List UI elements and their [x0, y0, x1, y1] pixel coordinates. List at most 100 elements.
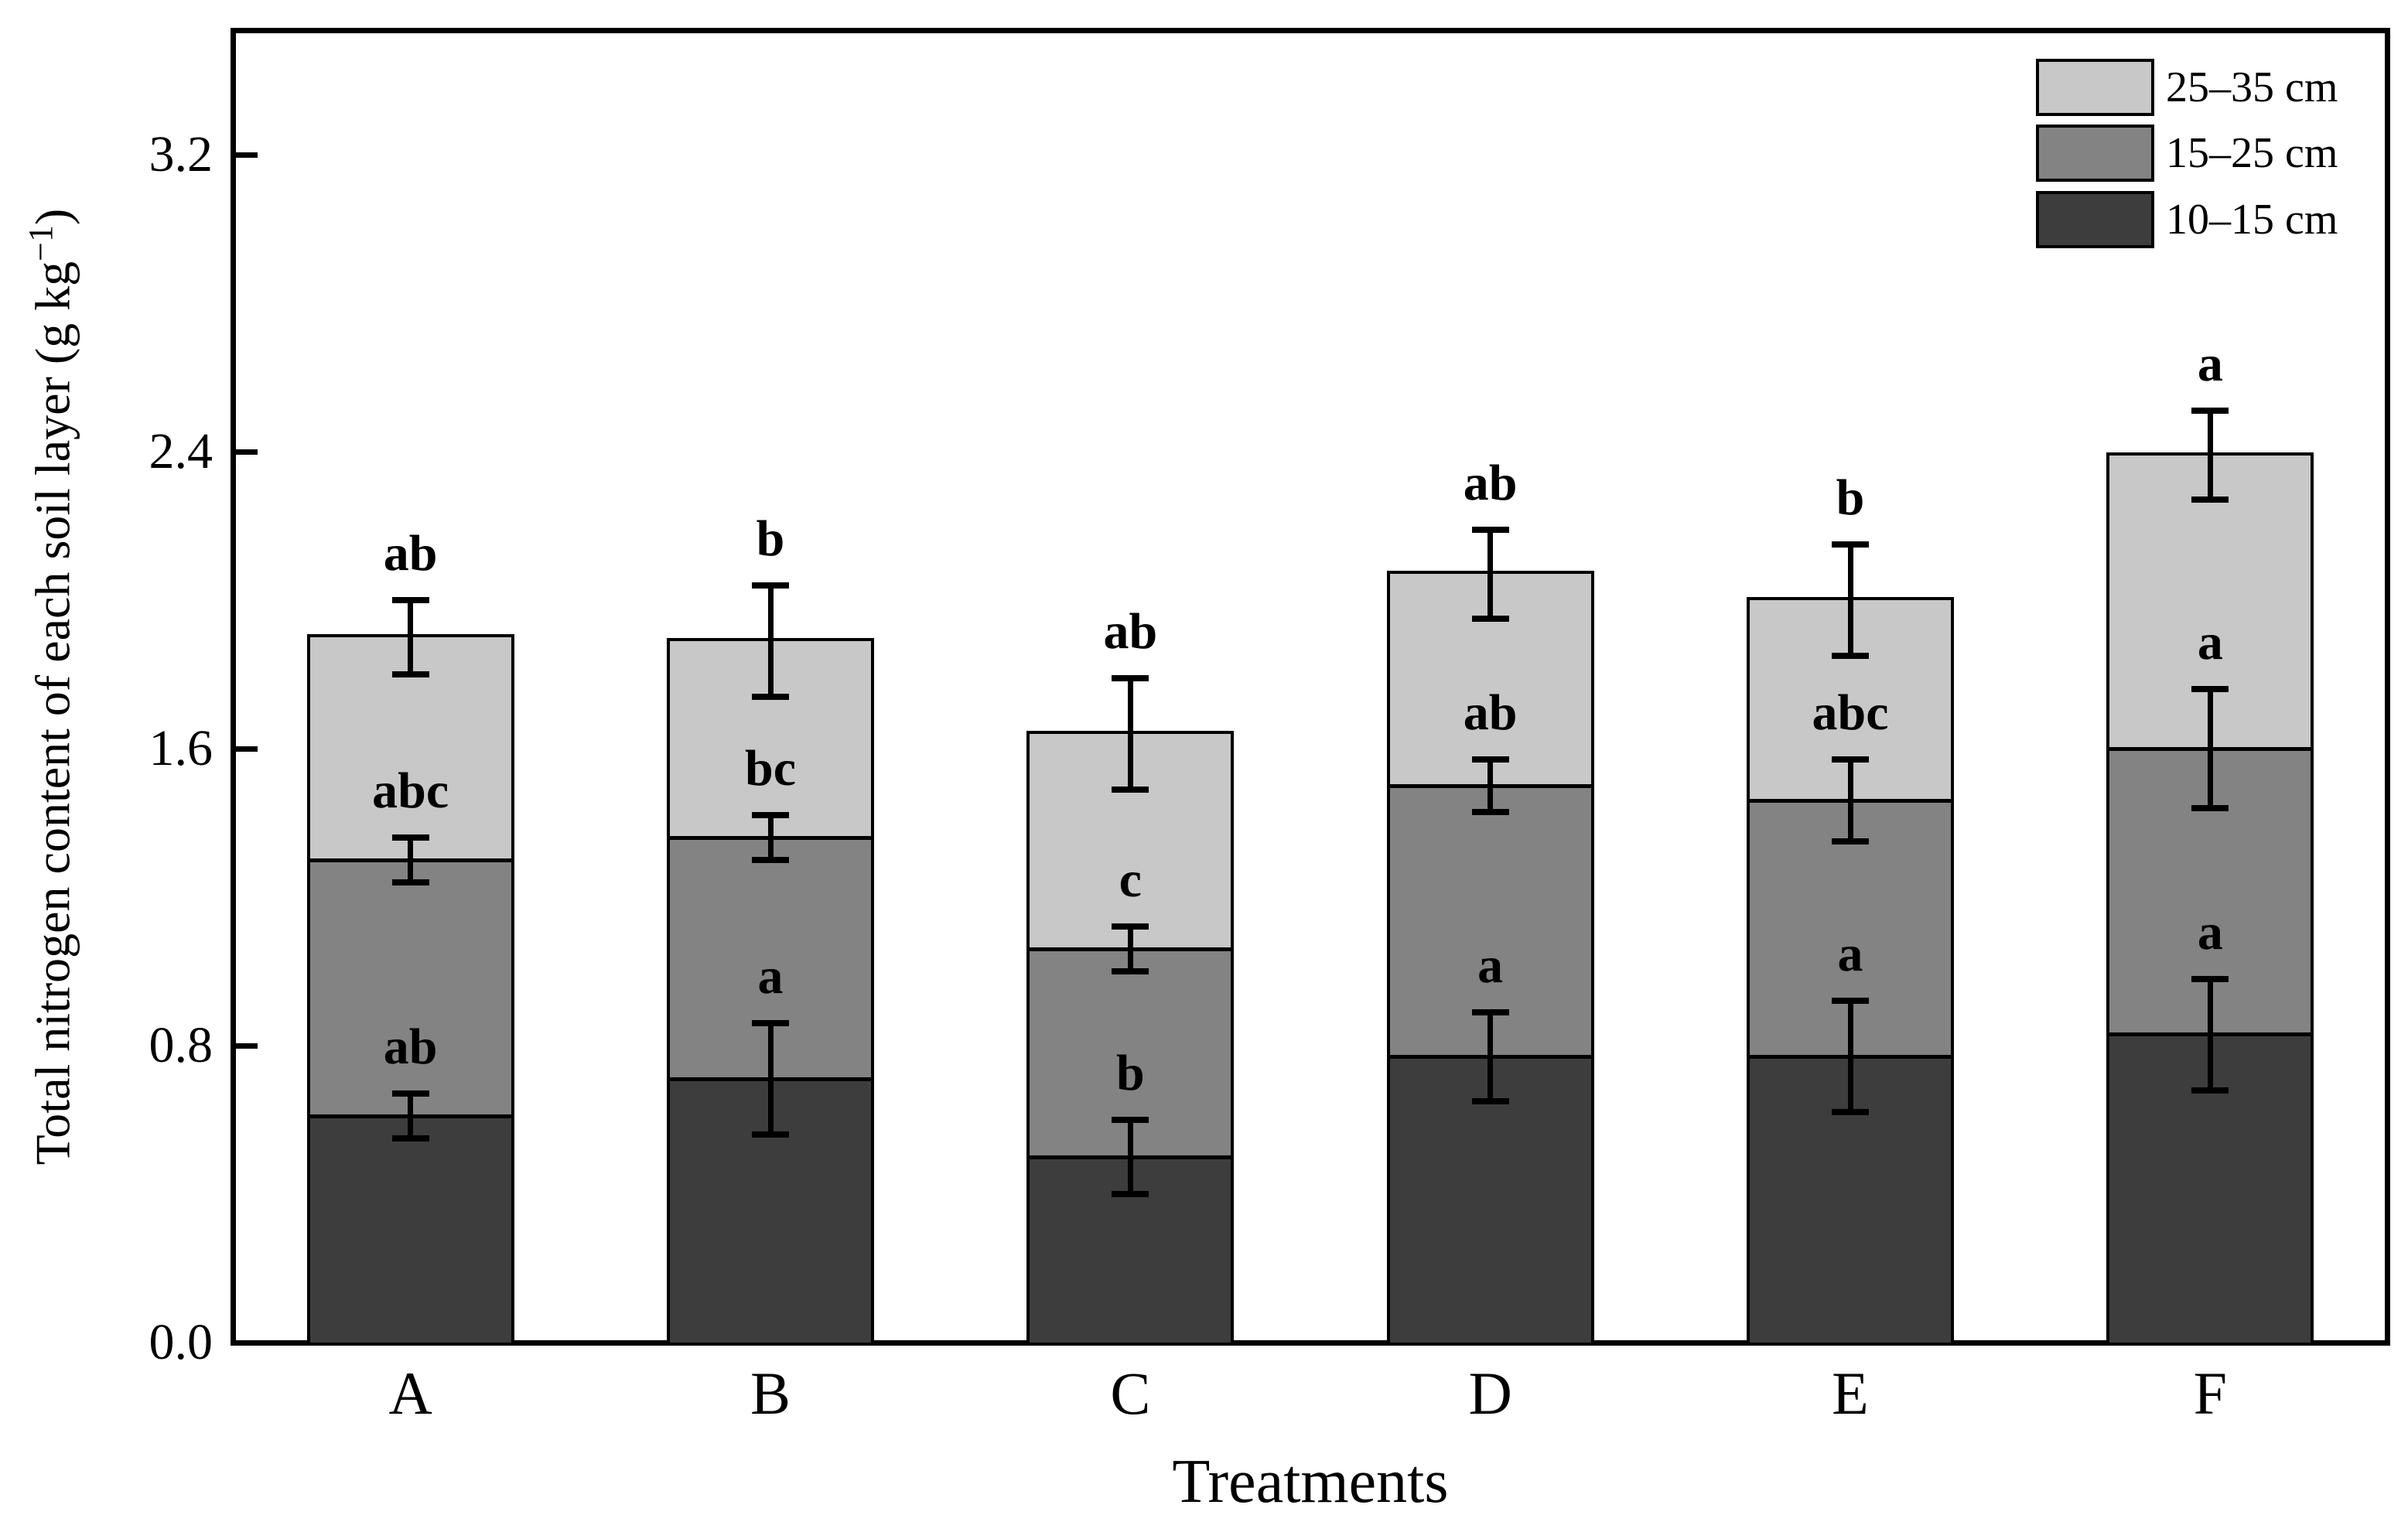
error-bar-line-F-25–35 cm [2207, 411, 2213, 500]
sig-letter-D-25–35 cm: ab [1463, 454, 1518, 511]
y-tick-label-3.2: 3.2 [149, 126, 213, 183]
y-tick-mark-1.6 [236, 746, 258, 752]
sig-letter-E-10–15 cm: a [1837, 926, 1863, 983]
bar-segment-A-10–15 cm [309, 1116, 511, 1343]
sig-letter-B-15–25 cm: bc [745, 740, 796, 797]
sig-letter-D-15–25 cm: ab [1463, 684, 1518, 742]
legend-swatch-15-25-cm [2036, 125, 2154, 182]
error-bar-cap-top-A-25–35 cm [391, 597, 429, 603]
error-bar-line-F-15–25 cm [2207, 689, 2213, 808]
x-category-label-B: B [750, 1360, 791, 1427]
y-tick-mark-0.8 [236, 1042, 258, 1049]
error-bar-cap-top-F-15–25 cm [2191, 686, 2229, 693]
bar-outline-C [1026, 730, 1235, 1346]
error-bar-line-A-15–25 cm [408, 838, 414, 882]
y-tick-label-0.8: 0.8 [149, 1017, 213, 1073]
error-bar-cap-top-A-10–15 cm [391, 1090, 429, 1097]
error-bar-cap-top-F-10–15 cm [2191, 975, 2229, 982]
x-axis-title: Treatments [1172, 1448, 1449, 1516]
sig-letter-F-15–25 cm: a [2197, 614, 2223, 671]
error-bar-line-C-25–35 cm [1127, 677, 1133, 790]
bar-outline-F [2106, 452, 2314, 1346]
error-bar-line-D-10–15 cm [1487, 1012, 1494, 1101]
error-bar-cap-bottom-F-25–35 cm [2191, 497, 2229, 503]
legend-swatch-25-35-cm [2036, 59, 2154, 116]
sig-letter-A-25–35 cm: ab [383, 525, 438, 582]
sig-letter-B-10–15 cm: a [757, 948, 784, 1005]
bar-outline-A [306, 634, 514, 1346]
x-category-label-D: D [1468, 1360, 1512, 1427]
y-axis-title-superscript: −1 [22, 225, 60, 261]
error-bar-cap-bottom-B-15–25 cm [752, 857, 789, 863]
error-bar-line-A-25–35 cm [408, 600, 414, 674]
error-bar-cap-bottom-E-15–25 cm [1832, 838, 1869, 845]
x-category-label-F: F [2193, 1360, 2228, 1427]
error-bar-cap-bottom-C-25–35 cm [1112, 786, 1149, 793]
error-bar-cap-top-D-15–25 cm [1471, 756, 1509, 763]
y-tick-mark-0.0 [236, 1339, 258, 1346]
error-bar-line-E-15–25 cm [1847, 759, 1853, 841]
legend-label-10-15-cm: 10–15 cm [2166, 196, 2338, 244]
legend-swatch-10-15-cm [2036, 191, 2154, 248]
y-tick-label-0.0: 0.0 [149, 1314, 213, 1370]
bar-segment-A-15–25 cm [309, 860, 511, 1117]
error-bar-line-B-25–35 cm [767, 585, 774, 697]
error-bar-cap-bottom-C-10–15 cm [1112, 1191, 1149, 1197]
sig-letter-B-25–35 cm: b [756, 510, 785, 567]
legend-label-15-25-cm: 15–25 cm [2166, 129, 2338, 177]
error-bar-cap-bottom-E-25–35 cm [1832, 653, 1869, 659]
error-bar-cap-bottom-B-10–15 cm [752, 1131, 789, 1138]
y-axis-title-text: Total nitrogen content of each soil laye… [25, 261, 80, 1165]
error-bar-cap-top-A-15–25 cm [391, 834, 429, 841]
error-bar-cap-top-D-10–15 cm [1471, 1008, 1509, 1015]
sig-letter-C-10–15 cm: b [1115, 1045, 1145, 1101]
error-bar-cap-bottom-C-15–25 cm [1112, 968, 1149, 974]
error-bar-cap-bottom-B-25–35 cm [752, 693, 789, 700]
y-tick-mark-2.4 [236, 449, 258, 455]
error-bar-cap-top-D-25–35 cm [1471, 526, 1509, 533]
error-bar-cap-top-C-10–15 cm [1112, 1117, 1149, 1123]
x-category-label-C: C [1110, 1360, 1151, 1427]
y-axis-title-close: ) [25, 208, 80, 226]
sig-letter-A-10–15 cm: ab [383, 1019, 438, 1076]
x-category-label-A: A [388, 1360, 432, 1427]
error-bar-cap-bottom-A-15–25 cm [391, 879, 429, 886]
error-bar-line-E-25–35 cm [1847, 544, 1853, 656]
error-bar-line-D-25–35 cm [1487, 529, 1494, 619]
sig-letter-F-10–15 cm: a [2197, 903, 2223, 961]
error-bar-cap-top-E-15–25 cm [1832, 756, 1869, 763]
y-tick-mark-3.2 [236, 152, 258, 158]
error-bar-line-A-10–15 cm [408, 1094, 414, 1138]
error-bar-line-C-15–25 cm [1127, 926, 1133, 971]
error-bar-line-B-15–25 cm [767, 815, 774, 860]
sig-letter-C-25–35 cm: ab [1103, 602, 1158, 660]
error-bar-cap-top-F-25–35 cm [2191, 408, 2229, 415]
sig-letter-F-25–35 cm: a [2197, 336, 2223, 393]
error-bar-cap-top-B-10–15 cm [752, 1020, 789, 1027]
error-bar-line-B-10–15 cm [767, 1023, 774, 1135]
sig-letter-A-15–25 cm: abc [372, 763, 449, 820]
y-tick-label-1.6: 1.6 [149, 720, 213, 776]
error-bar-cap-top-C-15–25 cm [1112, 923, 1149, 930]
sig-letter-E-25–35 cm: b [1836, 469, 1865, 526]
y-tick-label-2.4: 2.4 [149, 423, 213, 479]
error-bar-cap-top-E-10–15 cm [1832, 998, 1869, 1005]
error-bar-cap-bottom-A-25–35 cm [391, 671, 429, 677]
error-bar-line-C-10–15 cm [1127, 1120, 1133, 1194]
x-category-label-E: E [1832, 1360, 1869, 1427]
error-bar-line-F-10–15 cm [2207, 978, 2213, 1090]
error-bar-cap-bottom-E-10–15 cm [1832, 1109, 1869, 1116]
sig-letter-C-15–25 cm: c [1119, 851, 1142, 909]
error-bar-cap-bottom-D-10–15 cm [1471, 1098, 1509, 1104]
legend-label-25-35-cm: 25–35 cm [2166, 63, 2338, 111]
error-bar-cap-bottom-A-10–15 cm [391, 1135, 429, 1141]
error-bar-cap-bottom-F-15–25 cm [2191, 804, 2229, 811]
plot-area-frame [231, 28, 2390, 1346]
error-bar-cap-top-E-25–35 cm [1832, 541, 1869, 548]
sig-letter-E-15–25 cm: abc [1812, 684, 1889, 742]
error-bar-cap-top-B-15–25 cm [752, 812, 789, 819]
error-bar-cap-bottom-F-10–15 cm [2191, 1087, 2229, 1094]
error-bar-line-E-10–15 cm [1847, 1001, 1853, 1113]
y-axis-title: Total nitrogen content of each soil laye… [6, 28, 80, 1346]
